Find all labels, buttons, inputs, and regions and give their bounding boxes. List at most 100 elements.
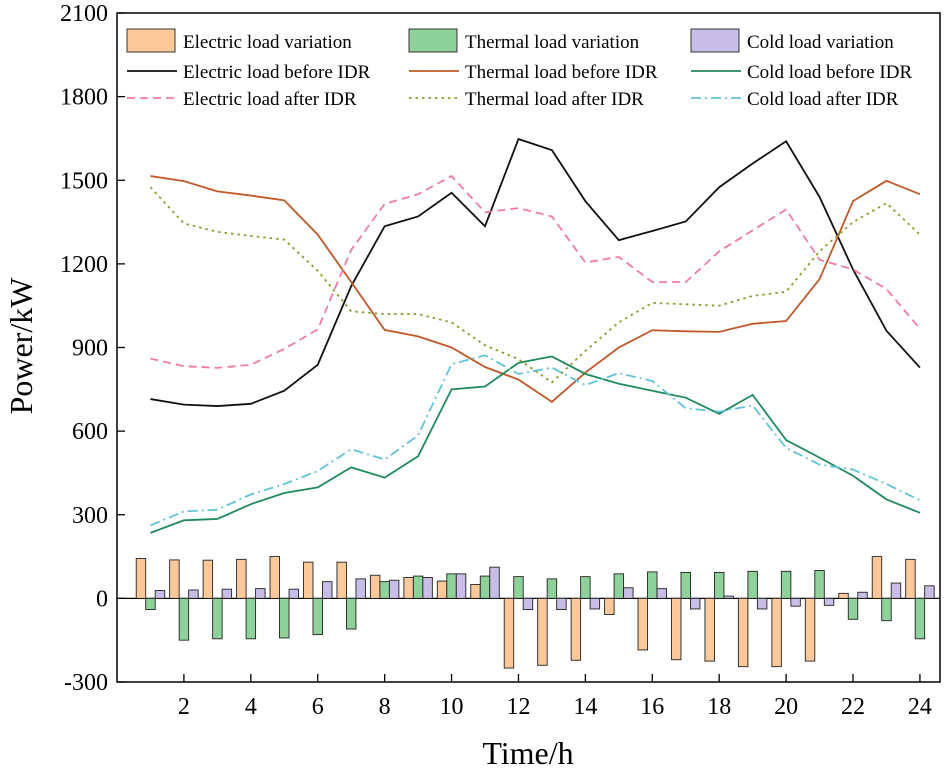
bar-cold-variation — [388, 579, 400, 599]
line-cold-before-idr — [150, 355, 921, 534]
legend-label: Electric load before IDR — [183, 62, 371, 83]
bar-thermal-variation — [780, 570, 792, 599]
bar-cold-variation — [355, 578, 366, 599]
bar-thermal-variation — [714, 572, 725, 599]
bar-electric-variation — [269, 556, 280, 599]
bar-thermal-variation — [178, 597, 190, 641]
bar-thermal-variation — [513, 576, 524, 599]
bar-cold-variation — [823, 597, 835, 606]
bar-thermal-variation — [814, 570, 825, 599]
bar-electric-variation — [503, 597, 515, 669]
bars-layer — [135, 556, 935, 669]
bar-thermal-variation — [647, 571, 658, 599]
legend-label: Cold load after IDR — [747, 89, 899, 110]
bar-electric-variation — [905, 558, 916, 599]
legend: Electric load variation Thermal load vari… — [126, 28, 912, 110]
bar-thermal-variation — [580, 576, 591, 599]
x-tick-label: 22 — [841, 694, 865, 720]
bar-electric-variation — [604, 597, 615, 616]
bar-electric-variation — [169, 559, 180, 599]
bar-thermal-variation — [914, 597, 926, 640]
legend-swatch — [690, 28, 740, 53]
bar-electric-variation — [236, 558, 247, 599]
bar-cold-variation — [690, 597, 701, 610]
bar-cold-variation — [322, 581, 333, 599]
bar-thermal-variation — [446, 573, 457, 599]
bar-cold-variation — [924, 585, 935, 599]
bar-cold-variation — [221, 588, 233, 599]
y-tick-label: 1500 — [60, 168, 108, 194]
bar-cold-variation — [188, 589, 199, 599]
bar-thermal-variation — [747, 570, 758, 599]
legend-label: Electric load variation — [183, 32, 352, 53]
bar-thermal-variation — [345, 597, 357, 630]
legend-label: Thermal load before IDR — [465, 62, 658, 83]
plot-area — [117, 13, 940, 682]
bar-electric-variation — [403, 577, 414, 599]
bar-electric-variation — [470, 583, 481, 599]
legend-swatch — [126, 28, 176, 53]
bar-thermal-variation — [145, 597, 156, 610]
bar-thermal-variation — [312, 597, 323, 636]
bar-electric-variation — [704, 597, 715, 662]
bar-electric-variation — [838, 592, 849, 599]
bar-cold-variation — [623, 587, 634, 599]
bar-cold-variation — [522, 597, 534, 610]
bar-cold-variation — [422, 577, 433, 599]
bar-electric-variation — [804, 597, 816, 662]
line-electric-after-idr — [150, 174, 921, 369]
line-cold-after-idr — [150, 354, 921, 527]
legend-label: Cold load variation — [747, 32, 894, 53]
y-tick-label: 900 — [72, 336, 108, 362]
line-electric-before-idr — [150, 137, 921, 407]
x-tick-label: 4 — [245, 694, 257, 720]
bar-cold-variation — [455, 573, 467, 599]
bar-electric-variation — [303, 561, 314, 599]
bar-cold-variation — [154, 590, 166, 599]
legend-label: Electric load after IDR — [183, 89, 357, 110]
y-tick-label: 600 — [72, 419, 108, 445]
line-thermal-before-idr — [150, 175, 921, 403]
bar-cold-variation — [890, 582, 902, 599]
bar-cold-variation — [857, 591, 868, 599]
x-axis-title: Time/h — [482, 735, 573, 771]
bar-thermal-variation — [279, 597, 290, 639]
y-tick-label: 1800 — [60, 85, 108, 111]
bar-thermal-variation — [881, 597, 892, 622]
bar-cold-variation — [556, 597, 567, 610]
bar-electric-variation — [369, 574, 381, 599]
x-tick-label: 12 — [506, 694, 530, 720]
y-tick-label: 2100 — [60, 1, 108, 27]
y-tick-label: 1200 — [60, 252, 108, 278]
legend-label: Cold load before IDR — [747, 62, 912, 83]
bar-cold-variation — [723, 595, 734, 599]
bar-cold-variation — [489, 566, 500, 599]
bar-thermal-variation — [680, 572, 691, 599]
bar-electric-variation — [637, 597, 648, 651]
bar-cold-variation — [589, 597, 601, 610]
lines-layer — [149, 137, 921, 534]
x-tick-label: 6 — [312, 694, 324, 720]
y-tick-label: 0 — [96, 586, 108, 612]
bar-electric-variation — [537, 597, 548, 666]
x-tick-label: 14 — [573, 694, 597, 720]
bar-cold-variation — [656, 588, 667, 599]
x-tick-label: 2 — [178, 694, 190, 720]
bar-electric-variation — [737, 597, 749, 668]
legend-label: Thermal load after IDR — [465, 89, 644, 110]
y-axis-title: Power/kW — [3, 277, 39, 415]
bar-thermal-variation — [479, 575, 491, 599]
y-tick-label: -300 — [64, 670, 108, 696]
bar-thermal-variation — [847, 597, 859, 620]
bar-electric-variation — [135, 558, 147, 599]
bar-cold-variation — [255, 588, 266, 599]
bar-thermal-variation — [379, 581, 390, 599]
bar-thermal-variation — [546, 578, 558, 599]
legend-label: Thermal load variation — [465, 32, 640, 53]
x-tick-label: 8 — [379, 694, 391, 720]
bar-electric-variation — [570, 597, 582, 661]
bar-cold-variation — [756, 597, 768, 610]
bar-electric-variation — [771, 597, 782, 668]
